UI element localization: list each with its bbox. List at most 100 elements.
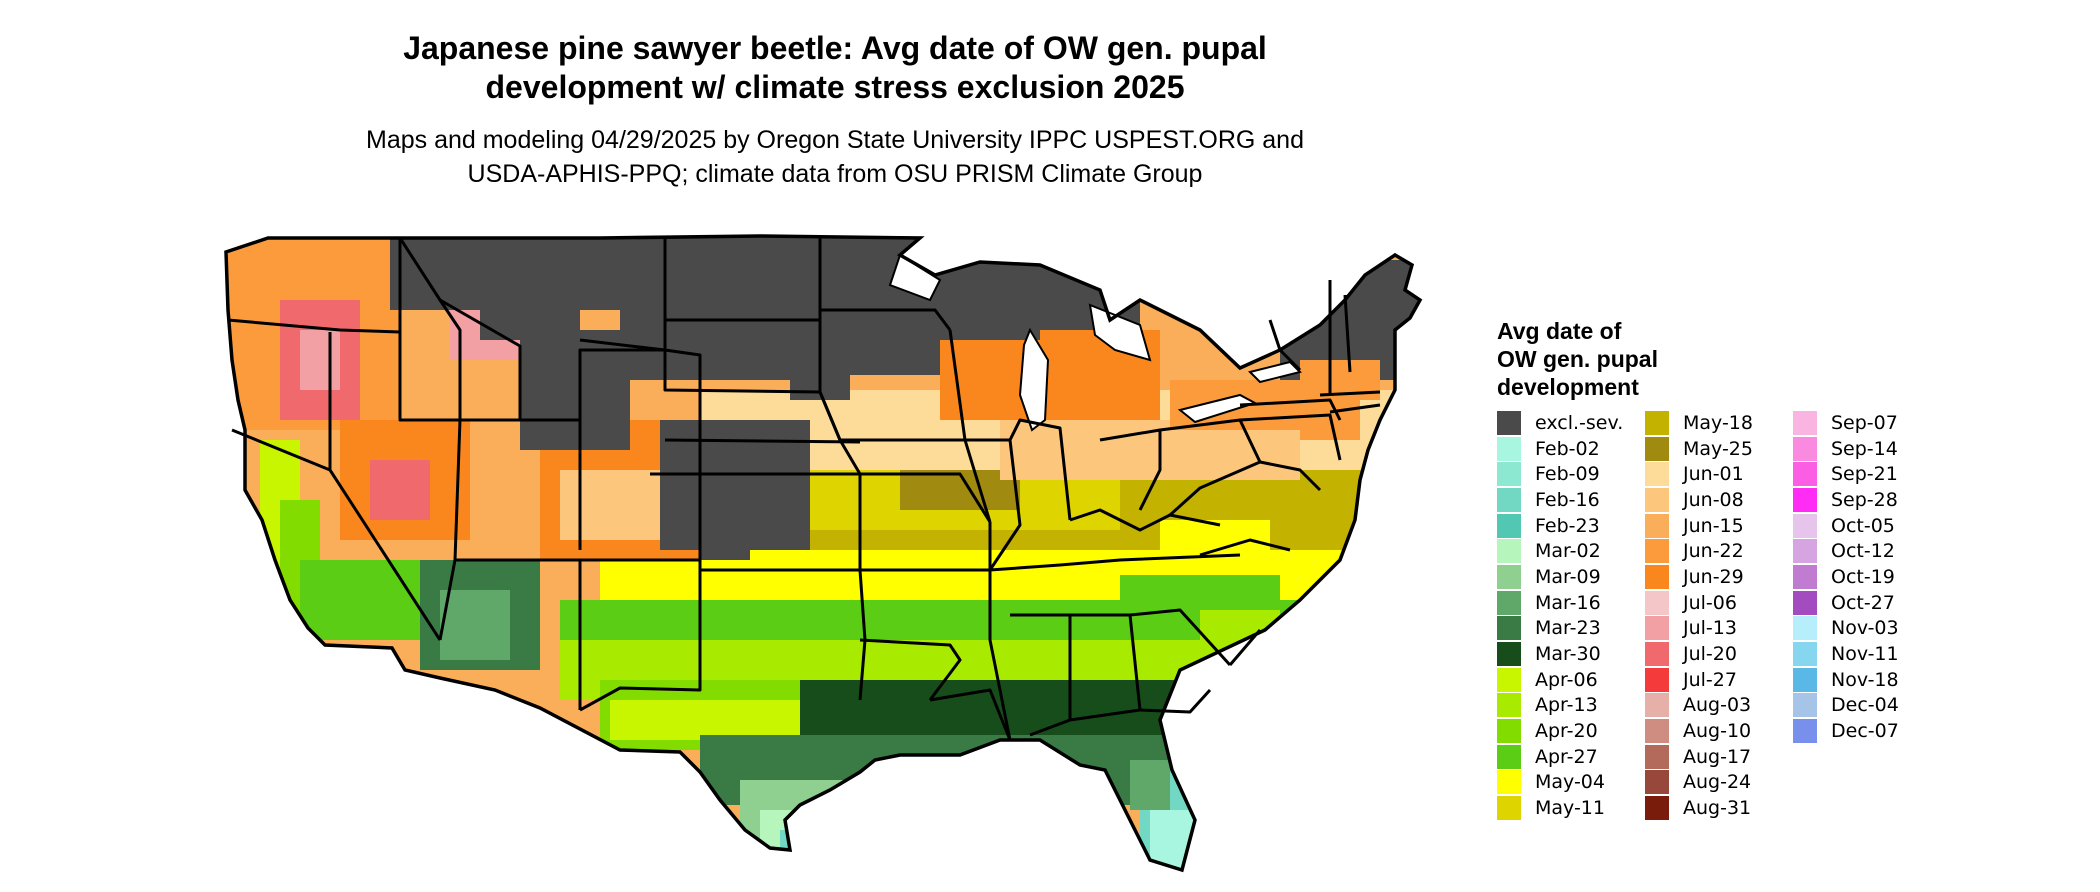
legend-swatch xyxy=(1793,462,1817,487)
legend-swatch xyxy=(1497,590,1521,615)
legend-swatch xyxy=(1645,693,1669,718)
legend-swatch xyxy=(1645,770,1669,795)
legend-swatch xyxy=(1497,616,1521,641)
legend-label: Jun-22 xyxy=(1683,540,1744,563)
legend-item: Aug-17 xyxy=(1645,744,1795,770)
legend-item: Sep-28 xyxy=(1793,487,1943,513)
legend-swatch xyxy=(1645,462,1669,487)
legend-label: Feb-16 xyxy=(1535,488,1600,511)
legend-label: Aug-24 xyxy=(1683,771,1752,794)
legend-label: May-18 xyxy=(1683,411,1753,434)
legend-swatch xyxy=(1645,667,1669,692)
legend-swatch xyxy=(1793,642,1817,667)
legend-label: Sep-21 xyxy=(1831,463,1898,486)
legend-swatch xyxy=(1497,667,1521,692)
legend-label: Dec-04 xyxy=(1831,694,1899,717)
legend-label: Feb-02 xyxy=(1535,437,1600,460)
legend-column: May-18 May-25 Jun-01 Jun-08 Jun-15 Jun-22 Jun-… xyxy=(1645,410,1795,821)
legend-swatch xyxy=(1497,487,1521,512)
legend-label: Apr-27 xyxy=(1535,745,1598,768)
legend-title-line: development xyxy=(1497,374,1639,400)
legend-swatch xyxy=(1793,667,1817,692)
legend-item: Mar-30 xyxy=(1497,641,1647,667)
legend-item: Aug-24 xyxy=(1645,770,1795,796)
legend-swatch xyxy=(1645,487,1669,512)
legend-swatch xyxy=(1645,564,1669,589)
legend-item: Nov-11 xyxy=(1793,641,1943,667)
legend-label: Oct-05 xyxy=(1831,514,1895,537)
legend-label: Apr-13 xyxy=(1535,694,1598,717)
development-date-raster xyxy=(226,236,1420,870)
legend-label: Jun-15 xyxy=(1683,514,1744,537)
legend-item: Jun-08 xyxy=(1645,487,1795,513)
legend-label: Sep-14 xyxy=(1831,437,1898,460)
legend-item: Nov-18 xyxy=(1793,667,1943,693)
legend-swatch xyxy=(1645,744,1669,769)
legend-label: Oct-12 xyxy=(1831,540,1895,563)
legend-label: Mar-30 xyxy=(1535,643,1601,666)
legend-swatch xyxy=(1645,436,1669,461)
legend-item: Oct-05 xyxy=(1793,513,1943,539)
legend-item: Mar-23 xyxy=(1497,616,1647,642)
legend-item: excl.-sev. xyxy=(1497,410,1647,436)
legend-label: Feb-09 xyxy=(1535,463,1600,486)
legend-item: Feb-02 xyxy=(1497,436,1647,462)
legend-label: Mar-23 xyxy=(1535,617,1601,640)
legend-label: Nov-18 xyxy=(1831,668,1899,691)
great-lakes xyxy=(888,253,1302,432)
legend-item: Jul-13 xyxy=(1645,616,1795,642)
legend-item: Oct-12 xyxy=(1793,538,1943,564)
legend-label: Jun-29 xyxy=(1683,565,1744,588)
legend-swatch xyxy=(1497,410,1521,435)
legend-item: May-18 xyxy=(1645,410,1795,436)
legend-label: Mar-02 xyxy=(1535,540,1601,563)
legend-swatch xyxy=(1793,436,1817,461)
legend-item: Jun-22 xyxy=(1645,538,1795,564)
legend-label: excl.-sev. xyxy=(1535,411,1624,434)
legend-swatch xyxy=(1497,462,1521,487)
legend-label: Aug-17 xyxy=(1683,745,1752,768)
legend-label: Feb-23 xyxy=(1535,514,1600,537)
legend-swatch xyxy=(1497,693,1521,718)
legend-swatch xyxy=(1497,564,1521,589)
legend-swatch xyxy=(1793,616,1817,641)
map-subtitle-line-2: USDA-APHIS-PPQ; climate data from OSU PR… xyxy=(467,160,1203,188)
legend-swatch xyxy=(1497,436,1521,461)
legend-swatch xyxy=(1793,539,1817,564)
legend-item: Jul-06 xyxy=(1645,590,1795,616)
legend-label: May-25 xyxy=(1683,437,1753,460)
legend-label: Apr-06 xyxy=(1535,668,1598,691)
legend-label: Nov-03 xyxy=(1831,617,1899,640)
legend-item: Dec-04 xyxy=(1793,693,1943,719)
legend-item: Sep-21 xyxy=(1793,461,1943,487)
legend-label: Mar-09 xyxy=(1535,565,1601,588)
legend-label: Oct-19 xyxy=(1831,565,1895,588)
legend-swatch xyxy=(1793,719,1817,744)
legend-label: Nov-11 xyxy=(1831,643,1899,666)
legend-label: Aug-10 xyxy=(1683,720,1752,743)
legend-swatch xyxy=(1497,744,1521,769)
legend-label: May-04 xyxy=(1535,771,1605,794)
legend-swatch xyxy=(1497,513,1521,538)
legend-item: Oct-19 xyxy=(1793,564,1943,590)
legend-title-line: OW gen. pupal xyxy=(1497,346,1658,372)
legend-label: Jun-08 xyxy=(1683,488,1744,511)
legend-item: May-04 xyxy=(1497,770,1647,796)
legend-label: Apr-20 xyxy=(1535,720,1598,743)
legend-item: Mar-16 xyxy=(1497,590,1647,616)
legend-title-line: Avg date of xyxy=(1497,318,1622,344)
legend-swatch xyxy=(1793,693,1817,718)
legend-swatch xyxy=(1793,590,1817,615)
legend-label: Aug-31 xyxy=(1683,797,1752,820)
legend-item: Aug-31 xyxy=(1645,795,1795,821)
legend-item: Apr-06 xyxy=(1497,667,1647,693)
legend-column: Sep-07 Sep-14 Sep-21 Sep-28 Oct-05 Oct-12 Oct-… xyxy=(1793,410,1943,744)
legend-label: Sep-07 xyxy=(1831,411,1898,434)
legend-swatch xyxy=(1645,539,1669,564)
legend-label: Jul-06 xyxy=(1683,591,1737,614)
legend-swatch xyxy=(1645,642,1669,667)
legend-item: Oct-27 xyxy=(1793,590,1943,616)
legend-item: May-25 xyxy=(1645,436,1795,462)
legend-item: Sep-07 xyxy=(1793,410,1943,436)
legend-swatch xyxy=(1645,719,1669,744)
